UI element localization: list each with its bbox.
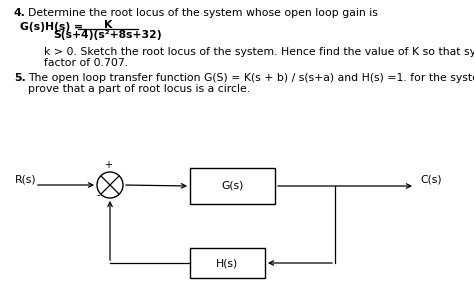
Bar xyxy=(190,248,265,278)
Text: +: + xyxy=(104,160,112,170)
Text: 5.: 5. xyxy=(14,73,26,83)
Bar xyxy=(190,168,275,204)
Text: k > 0. Sketch the root locus of the system. Hence find the value of K so that sy: k > 0. Sketch the root locus of the syst… xyxy=(44,47,474,57)
Text: G(s)H(s) =: G(s)H(s) = xyxy=(20,22,83,32)
Text: The open loop transfer function G(S) = K(s + b) / s(s+a) and H(s) =1. for the sy: The open loop transfer function G(S) = K… xyxy=(28,73,474,83)
Text: prove that a part of root locus is a circle.: prove that a part of root locus is a cir… xyxy=(28,84,250,94)
Text: R(s): R(s) xyxy=(15,174,36,184)
Text: S(s+4)(s²+8s+32): S(s+4)(s²+8s+32) xyxy=(54,30,162,40)
Text: factor of 0.707.: factor of 0.707. xyxy=(44,58,128,68)
Text: 4.: 4. xyxy=(14,8,26,18)
Text: C(s): C(s) xyxy=(420,175,442,185)
Text: K: K xyxy=(104,20,112,30)
Text: -: - xyxy=(96,190,100,200)
Text: Determine the root locus of the system whose open loop gain is: Determine the root locus of the system w… xyxy=(28,8,378,18)
Text: H(s): H(s) xyxy=(216,258,238,268)
Text: G(s): G(s) xyxy=(221,181,244,191)
